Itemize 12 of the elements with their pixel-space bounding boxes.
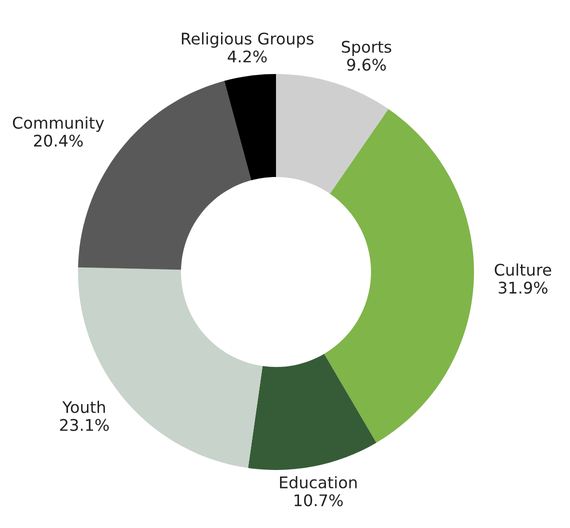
data-label: 20.4% xyxy=(34,134,83,147)
slice-label: Culture xyxy=(494,263,552,276)
slice-label: Religious Groups xyxy=(182,32,314,48)
data-label: 4.2% xyxy=(228,50,267,63)
data-label: 9.6% xyxy=(347,58,386,71)
data-label: 31.9% xyxy=(498,282,548,294)
slice-label: Sports xyxy=(342,40,392,56)
slice-label: Education xyxy=(280,476,357,488)
data-label: 10.7% xyxy=(294,494,343,506)
slice-label: Youth xyxy=(62,400,105,414)
slice-label: Community xyxy=(12,116,104,132)
data-label: 23.1% xyxy=(60,418,109,432)
